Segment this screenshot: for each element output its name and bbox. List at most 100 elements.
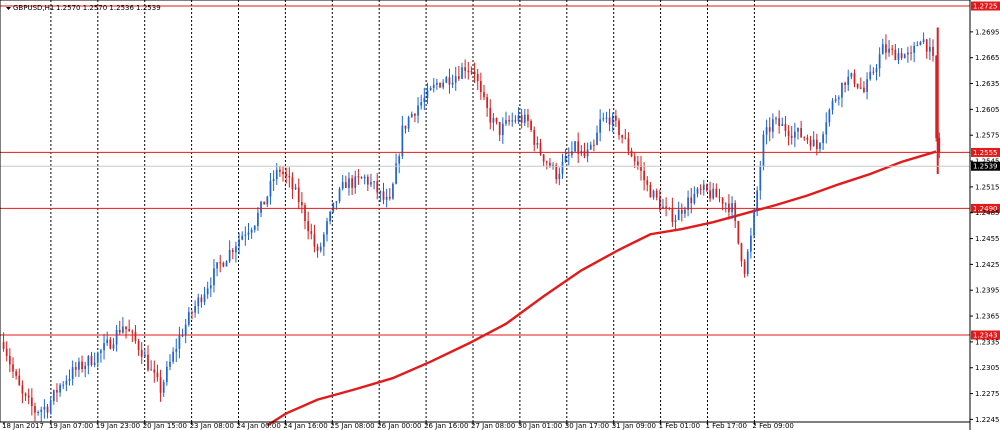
candle-body	[398, 156, 401, 164]
candle-body	[310, 231, 313, 234]
candle-body	[260, 201, 262, 213]
candle-body	[492, 117, 495, 123]
candle-body	[65, 380, 68, 385]
candle-body	[891, 48, 894, 50]
price-level-label: 1.2490	[973, 205, 998, 213]
time-axis: 18 Jan 2017 19 Jan 07:00 19 Jan 23:00 20 Ja…	[2, 422, 794, 430]
x-tick-label: 23 Jan 08:00	[190, 422, 234, 430]
candle-body	[445, 77, 448, 83]
candle-body	[122, 326, 124, 333]
candle-body	[489, 107, 492, 123]
collapse-triangle-icon[interactable]	[6, 7, 11, 10]
candle-body	[213, 268, 215, 286]
candle-body	[473, 71, 476, 75]
candle-body	[288, 175, 291, 178]
y-tick-label: 1.2605	[975, 106, 1000, 114]
candle-body	[392, 183, 394, 199]
candle-body	[545, 161, 548, 163]
candle-body	[888, 48, 890, 53]
candle-body	[724, 203, 727, 205]
candle-body	[542, 154, 545, 162]
candle-body	[112, 344, 115, 349]
candle-body	[253, 225, 256, 230]
x-tick-label: 26 Jan 00:00	[377, 422, 421, 430]
candle-body	[627, 138, 630, 151]
candle-body	[567, 155, 570, 157]
candle-body	[106, 339, 109, 344]
candle-body	[436, 82, 438, 85]
candle-body	[307, 221, 310, 232]
candle-body	[935, 55, 938, 138]
candle-body	[919, 41, 922, 46]
candle-body	[806, 137, 809, 140]
candle-body	[476, 74, 479, 82]
candle-body	[134, 332, 137, 342]
candle-body	[461, 67, 463, 79]
chart-header: GBPUSD,H1 1.2570 1.2570 1.2536 1.2539	[6, 4, 161, 12]
candle-body	[238, 239, 240, 247]
candle-body	[797, 128, 799, 132]
candle-body	[395, 163, 397, 184]
y-tick-label: 1.2665	[975, 54, 1000, 62]
candle-body	[8, 355, 11, 365]
candle-body	[5, 348, 8, 356]
candle-body	[894, 49, 897, 61]
candle-body	[467, 70, 470, 72]
candle-body	[338, 188, 341, 202]
y-tick-label: 1.2635	[975, 80, 1000, 88]
x-tick-label: 24 Jan 16:00	[283, 422, 327, 430]
candle-body	[56, 390, 58, 393]
candle-body	[470, 71, 473, 73]
candle-body	[291, 177, 294, 190]
candle-body	[46, 406, 49, 413]
candle-body	[228, 250, 231, 262]
candle-body	[508, 120, 510, 122]
candle-body	[756, 190, 759, 210]
candle-body	[360, 177, 363, 179]
candle-body	[875, 68, 878, 73]
candle-body	[922, 39, 925, 42]
candle-body	[746, 251, 749, 274]
candle-body	[863, 87, 865, 92]
y-tick-label: 1.2485	[975, 209, 1000, 217]
candle-body	[530, 120, 532, 130]
x-tick-label: 27 Jan 08:00	[471, 422, 515, 430]
candle-body	[59, 384, 61, 393]
candle-body	[90, 356, 93, 365]
candle-body	[81, 361, 83, 370]
candle-body	[690, 197, 693, 204]
candle-body	[624, 137, 627, 139]
candle-body	[341, 182, 344, 189]
candle-body	[878, 54, 881, 69]
x-tick-label: 30 Jan 01:00	[518, 422, 562, 430]
candle-body	[636, 161, 639, 166]
candle-body	[131, 331, 134, 333]
candle-body	[316, 246, 319, 251]
candle-body	[219, 262, 222, 264]
candle-body	[520, 115, 523, 123]
candle-body	[24, 393, 27, 396]
candle-body	[837, 97, 840, 100]
y-tick-label: 1.2575	[975, 132, 1000, 140]
candle-body	[269, 181, 272, 197]
y-tick-label: 1.2515	[975, 183, 1000, 191]
candle-body	[778, 118, 781, 126]
candle-body	[426, 90, 429, 98]
candle-body	[197, 297, 200, 307]
candle-body	[825, 122, 828, 135]
y-tick-label: 1.2245	[975, 416, 1000, 424]
candle-body	[483, 92, 485, 98]
candle-body	[652, 190, 655, 198]
candle-body	[159, 377, 162, 393]
candle-body	[442, 82, 445, 88]
candle-body	[649, 184, 652, 198]
candle-body	[533, 129, 536, 145]
moving-average-polyline	[266, 150, 937, 427]
candle-body	[721, 197, 724, 204]
candle-body	[847, 76, 850, 85]
candle-body	[684, 209, 686, 214]
candle-body	[15, 371, 17, 376]
candle-body	[275, 169, 278, 180]
candle-body	[762, 134, 765, 167]
